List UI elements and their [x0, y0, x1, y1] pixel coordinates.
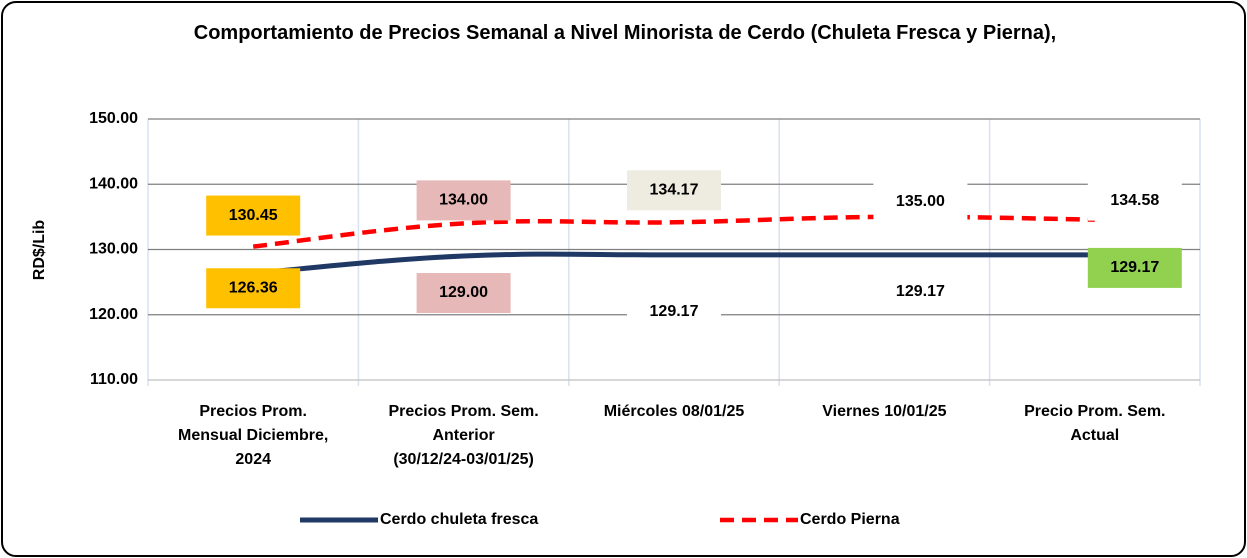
y-axis-label: RD$/Lib — [31, 220, 48, 281]
y-tick-label: 150.00 — [89, 110, 138, 127]
value-label-box — [873, 181, 968, 222]
value-label-box — [627, 291, 721, 332]
value-label: 126.36 — [229, 279, 278, 296]
value-label: 134.00 — [439, 192, 488, 209]
series-line — [252, 251, 1095, 276]
y-tick-label: 140.00 — [89, 175, 138, 192]
y-tick-label: 120.00 — [89, 306, 138, 323]
value-label-box — [416, 273, 511, 314]
x-tick-label: Precios Prom. Sem. Anterior (30/12/24-03… — [388, 403, 539, 468]
value-label-box — [627, 170, 721, 211]
value-label-box — [206, 268, 301, 309]
value-label: 129.17 — [896, 283, 945, 300]
value-label: 129.17 — [1110, 259, 1159, 276]
value-label-box — [1087, 247, 1182, 288]
value-label: 130.45 — [229, 207, 278, 224]
value-label-box — [1087, 180, 1182, 221]
legend-label: Cerdo chuleta fresca — [380, 511, 538, 528]
x-tick-label: Precios Prom. Mensual Diciembre, 2024 — [178, 403, 329, 468]
value-label: 135.00 — [896, 193, 945, 210]
y-tick-label: 130.00 — [89, 241, 138, 258]
value-labels: 126.36 129.00 129.17 129.17 129.17 130.45 134.… — [206, 170, 1182, 332]
value-label: 134.17 — [650, 182, 699, 199]
x-tick-label: Miércoles 08/01/25 — [603, 403, 745, 420]
value-label-box — [206, 195, 301, 236]
value-label-box — [873, 271, 968, 312]
value-label: 129.17 — [650, 303, 699, 320]
y-tick-label: 110.00 — [90, 371, 138, 388]
legend-label: Cerdo Pierna — [800, 511, 900, 528]
value-label-box — [416, 180, 511, 221]
chart-title: Comportamiento de Precios Semanal a Nive… — [193, 22, 1057, 44]
x-tick-label: Viernes 10/01/25 — [822, 403, 947, 420]
value-label: 129.00 — [439, 284, 488, 301]
x-tick-label: Precio Prom. Sem. Actual — [1024, 403, 1166, 444]
value-label: 134.58 — [1110, 192, 1159, 209]
